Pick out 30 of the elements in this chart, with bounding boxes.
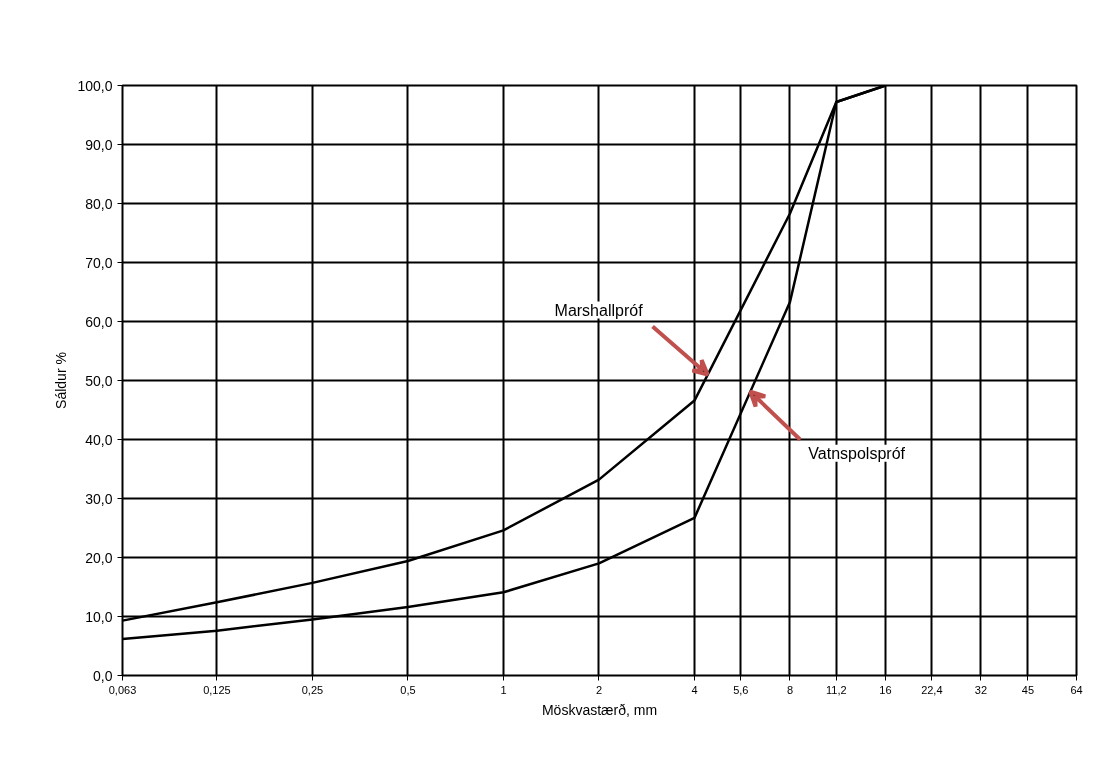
y-tick-label: 20,0 — [85, 549, 113, 566]
y-tick-label: 80,0 — [85, 195, 113, 212]
y-tick-label: 0,0 — [93, 667, 113, 684]
x-tick-label: 8 — [786, 683, 794, 696]
x-tick-label: 0,125 — [203, 683, 231, 696]
x-tick-label: 4 — [691, 683, 698, 696]
x-tick-label: 45 — [1021, 683, 1035, 696]
x-tick-label: 1 — [500, 683, 507, 696]
annotation: Marshallpróf — [554, 301, 644, 319]
annotation: Vatnspolspróf — [808, 444, 906, 462]
x-tick-label: 64 — [1070, 683, 1083, 696]
x-axis-title: Möskvastærð, mm — [541, 701, 658, 718]
x-tick-label: 5,6 — [733, 683, 749, 696]
y-tick-label: 70,0 — [85, 254, 113, 271]
x-tick-label: 32 — [974, 683, 988, 696]
x-tick-label: 0,063 — [108, 683, 137, 696]
x-tick-label: 2 — [595, 683, 603, 696]
x-tick-label: 16 — [879, 683, 892, 696]
y-tick-label: 90,0 — [85, 136, 113, 153]
y-tick-label: 50,0 — [85, 372, 113, 389]
y-tick-label: 60,0 — [85, 313, 113, 330]
y-tick-label: 40,0 — [85, 431, 113, 448]
x-tick-label: 22,4 — [921, 683, 943, 696]
y-tick-label: 30,0 — [85, 490, 113, 507]
x-tick-label: 0,5 — [400, 683, 416, 696]
y-tick-label: 10,0 — [85, 608, 113, 625]
x-tick-label: 0,25 — [301, 683, 324, 696]
x-tick-label: 11,2 — [826, 683, 847, 696]
y-tick-label: 100,0 — [77, 77, 113, 94]
y-axis-title: Sáldur % — [53, 352, 70, 409]
